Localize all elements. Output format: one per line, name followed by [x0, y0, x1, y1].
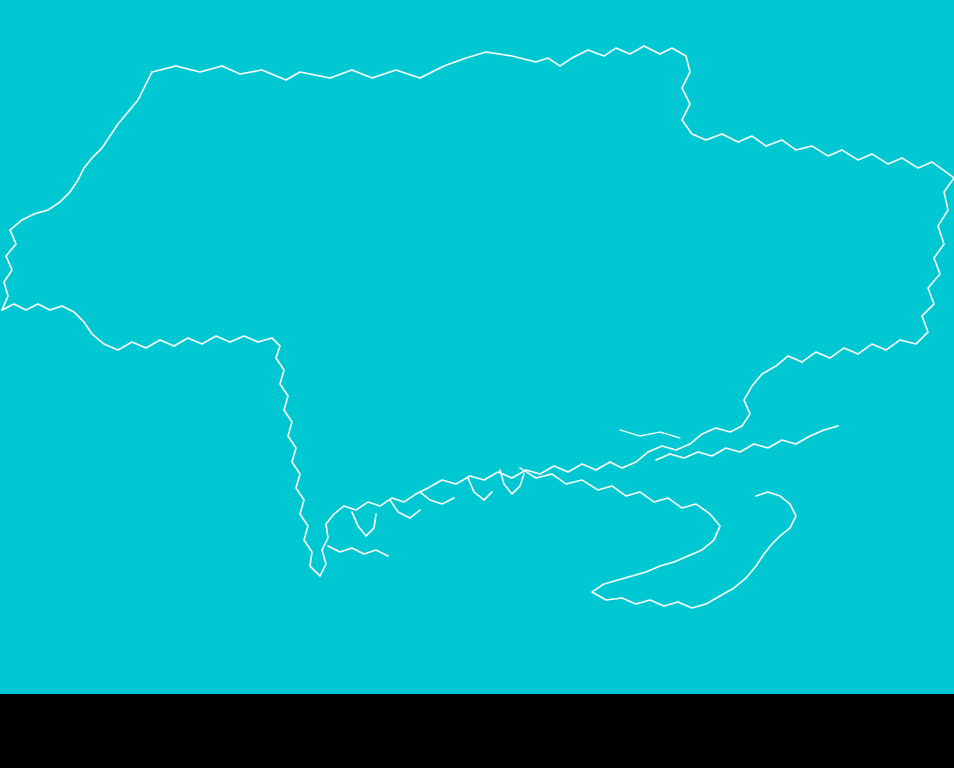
map-borders-overlay: [1, 45, 954, 609]
colorbar-tick-labels: [0, 702, 560, 720]
temperature-colorbar: [8, 725, 466, 751]
legend-footer: [0, 694, 954, 768]
temperature-field-raster: [0, 0, 954, 694]
temperature-map[interactable]: [0, 0, 954, 694]
